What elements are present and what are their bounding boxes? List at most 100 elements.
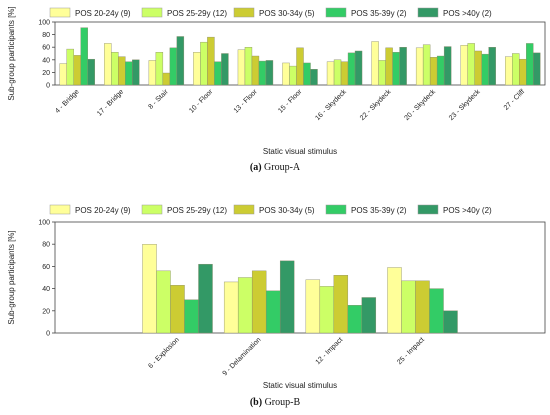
bar bbox=[223, 281, 239, 334]
bar bbox=[80, 27, 88, 86]
bar bbox=[474, 50, 482, 86]
bar bbox=[415, 47, 424, 86]
legend-swatch bbox=[417, 204, 439, 215]
bar bbox=[198, 263, 213, 334]
bar bbox=[319, 286, 335, 334]
chart-1: POS 20-24y (9) POS 25-29y (12) POS 30-34y … bbox=[7, 6, 546, 173]
legend-swatch bbox=[233, 204, 255, 215]
legend-swatch bbox=[325, 7, 347, 18]
bar bbox=[155, 52, 164, 86]
legend-label: POS 20-24y (9) bbox=[75, 206, 131, 215]
legend-label: POS 20-24y (9) bbox=[75, 9, 131, 18]
y-tick-label: 0 bbox=[46, 331, 50, 338]
bar bbox=[533, 52, 541, 86]
bar bbox=[399, 47, 407, 86]
bar bbox=[289, 65, 297, 86]
bar bbox=[237, 277, 253, 334]
y-tick-label: 20 bbox=[42, 308, 50, 315]
bar bbox=[169, 47, 178, 86]
x-tick-label: 20 - Skydeck bbox=[403, 88, 437, 122]
x-tick-label: 17 - Bridge bbox=[96, 88, 125, 117]
bar bbox=[244, 47, 253, 86]
x-tick-label: 9 - Delamination bbox=[222, 336, 263, 377]
figure-caption: (a) Group-A bbox=[250, 162, 301, 173]
bar bbox=[429, 288, 444, 334]
caption-letter: (a) bbox=[250, 162, 264, 173]
bar bbox=[512, 53, 520, 86]
plot-frame bbox=[54, 221, 546, 334]
bar bbox=[207, 36, 215, 86]
y-tick-label: 60 bbox=[42, 45, 50, 52]
bar bbox=[467, 43, 475, 86]
bar bbox=[340, 61, 349, 86]
bar bbox=[460, 45, 468, 86]
y-tick-label: 100 bbox=[38, 20, 50, 27]
x-tick-label: 13 - Floor bbox=[233, 88, 260, 115]
bar bbox=[392, 52, 400, 86]
x-tick-label: 23 - Skydeck bbox=[448, 88, 482, 122]
caption-text: Group-B bbox=[265, 397, 301, 408]
bar bbox=[488, 47, 496, 86]
legend-swatch bbox=[233, 7, 255, 18]
legend-label: POS 25-29y (12) bbox=[167, 9, 227, 18]
bar bbox=[265, 60, 274, 86]
x-tick-label: 12 - Impact bbox=[315, 336, 345, 366]
bar bbox=[436, 55, 445, 86]
bar bbox=[148, 60, 157, 86]
bar bbox=[371, 41, 379, 86]
legend-swatch bbox=[417, 7, 439, 18]
legend-label: POS >40y (2) bbox=[443, 206, 492, 215]
x-tick-label: 25 - Impact bbox=[396, 336, 426, 366]
bar bbox=[415, 280, 430, 334]
bar bbox=[326, 61, 335, 86]
legend-label: POS 25-29y (12) bbox=[167, 206, 227, 215]
bar bbox=[184, 299, 199, 334]
legend-swatch bbox=[141, 7, 163, 18]
bar bbox=[237, 49, 246, 86]
bar bbox=[265, 290, 281, 334]
x-tick-label: 22 - Skydeck bbox=[359, 88, 393, 122]
y-tick-label: 0 bbox=[46, 83, 50, 90]
bar bbox=[333, 275, 349, 334]
bar bbox=[361, 297, 377, 334]
bar bbox=[156, 270, 171, 334]
legend-label: POS >40y (2) bbox=[443, 9, 492, 18]
x-tick-label: 15 - Floor bbox=[277, 88, 304, 115]
bar bbox=[118, 56, 126, 86]
bar bbox=[132, 59, 140, 86]
bar bbox=[333, 59, 342, 86]
bar bbox=[305, 279, 321, 334]
bar bbox=[526, 43, 534, 86]
bar bbox=[303, 62, 311, 86]
bar bbox=[176, 36, 185, 86]
caption-text: Group-A bbox=[264, 162, 301, 173]
bar bbox=[59, 63, 67, 86]
bar bbox=[443, 310, 458, 334]
chart-2: POS 20-24y (9) POS 25-29y (12) POS 30-34y … bbox=[7, 204, 546, 408]
y-tick-label: 100 bbox=[38, 220, 50, 227]
legend-label: POS 35-39y (2) bbox=[351, 206, 407, 215]
bar bbox=[104, 43, 112, 86]
bar bbox=[296, 47, 304, 86]
bar bbox=[387, 267, 402, 334]
bar bbox=[279, 260, 295, 334]
y-axis-title: Sub-group participants [%] bbox=[7, 230, 16, 324]
x-tick-label: 10 - Floor bbox=[188, 88, 215, 115]
bar bbox=[519, 58, 527, 86]
x-tick-label: 16 - Skydeck bbox=[314, 88, 348, 122]
legend-swatch bbox=[141, 204, 163, 215]
bar bbox=[354, 50, 363, 86]
x-axis-title: Static visual stimulus bbox=[263, 147, 337, 156]
x-tick-label: 8 - Stair bbox=[147, 88, 170, 111]
figure-caption: (b) Group-B bbox=[250, 397, 301, 408]
y-tick-label: 60 bbox=[42, 264, 50, 271]
legend-swatch bbox=[49, 204, 71, 215]
bar bbox=[251, 270, 267, 334]
bar bbox=[221, 53, 229, 86]
bar bbox=[142, 243, 157, 334]
bar bbox=[505, 56, 513, 86]
legend-label: POS 35-39y (2) bbox=[351, 9, 407, 18]
bar bbox=[125, 61, 133, 86]
